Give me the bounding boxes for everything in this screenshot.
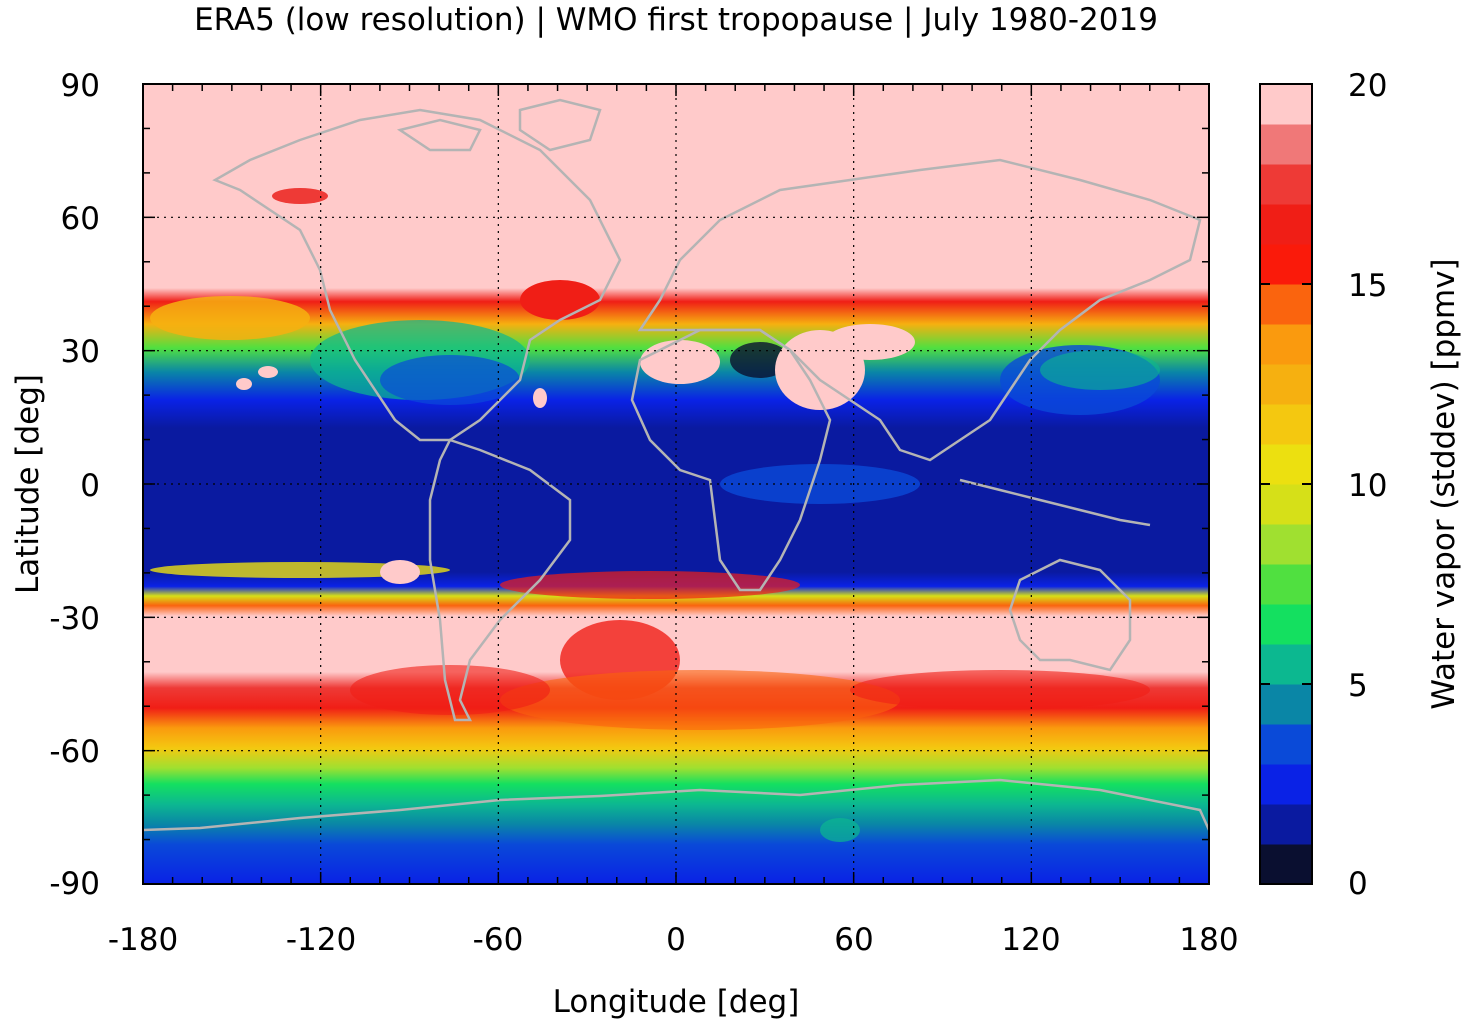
colorbar-step — [1260, 644, 1312, 685]
colorbar-tick-label: 15 — [1348, 268, 1388, 304]
chart-title: ERA5 (low resolution) | WMO first tropop… — [194, 2, 1158, 38]
colorbar-step — [1260, 404, 1312, 445]
y-tick-label: -90 — [49, 866, 100, 902]
y-tick-label: 60 — [60, 201, 100, 237]
y-tick-label: 90 — [60, 68, 100, 104]
x-tick-label: 120 — [1001, 922, 1061, 958]
colorbar-tick-label: 10 — [1348, 468, 1388, 504]
x-tick-label: -180 — [107, 922, 179, 958]
y-tick-label: 30 — [60, 334, 100, 370]
colorbar-label: Water vapor (stddev) [ppmv] — [1426, 258, 1462, 710]
y-axis-label: Latitude [deg] — [10, 373, 46, 595]
colorbar-step — [1260, 204, 1312, 245]
colorbar-step — [1260, 324, 1312, 365]
colorbar-step — [1260, 604, 1312, 645]
colorbar-step — [1260, 244, 1312, 285]
x-tick-label: -60 — [472, 922, 524, 958]
colorbar-step — [1260, 164, 1312, 205]
colorbar-step — [1260, 564, 1312, 605]
colorbar-step — [1260, 284, 1312, 325]
colorbar-tick-label: 5 — [1348, 668, 1368, 704]
y-tick-label: 0 — [80, 468, 100, 504]
axis-ticks — [142, 83, 1210, 885]
colorbar-step — [1260, 444, 1312, 485]
colorbar-step — [1260, 484, 1312, 525]
x-tick-label: 180 — [1179, 922, 1239, 958]
colorbar-tick-label: 0 — [1348, 866, 1368, 902]
colorbar-step — [1260, 764, 1312, 805]
colorbar-step — [1260, 364, 1312, 405]
colorbar-step — [1260, 724, 1312, 765]
colorbar-step — [1260, 84, 1312, 125]
y-tick-label: -60 — [49, 734, 100, 770]
colorbar-ticks — [1260, 83, 1312, 885]
colorbar — [1260, 84, 1312, 885]
x-tick-label: -120 — [285, 922, 357, 958]
x-tick-label: 60 — [834, 922, 874, 958]
colorbar-step — [1260, 124, 1312, 165]
coastlines — [143, 98, 1209, 832]
colorbar-step — [1260, 524, 1312, 565]
field-features — [150, 188, 1160, 842]
colorbar-tick-label: 20 — [1348, 68, 1388, 104]
y-tick-label: -30 — [49, 601, 100, 637]
colorbar-step — [1260, 684, 1312, 725]
x-axis-label: Longitude [deg] — [552, 984, 800, 1020]
grid-lines — [143, 84, 1209, 884]
colorbar-step — [1260, 844, 1312, 885]
colorbar-step — [1260, 804, 1312, 845]
x-tick-label: 0 — [666, 922, 686, 958]
